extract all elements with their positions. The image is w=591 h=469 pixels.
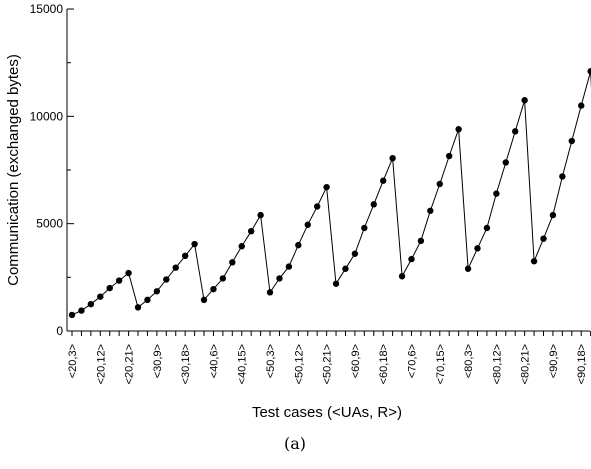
x-tick-label: <40,15> (237, 344, 249, 384)
x-tick-label: <20,21> (124, 344, 136, 384)
data-point (436, 180, 443, 188)
data-point (370, 201, 377, 208)
data-point (313, 203, 321, 210)
x-tick-label: <60,9> (350, 344, 362, 378)
data-point (163, 276, 170, 283)
data-point (559, 173, 566, 180)
data-point (379, 177, 387, 184)
data-point (446, 152, 453, 160)
data-point (323, 183, 330, 191)
data-point (78, 307, 85, 314)
y-tick-label: 10000 (30, 109, 64, 123)
data-point (493, 190, 500, 197)
x-tick-label: <50,3> (265, 344, 277, 378)
data-point (266, 289, 274, 296)
x-tick-label: <80,3> (463, 344, 475, 378)
x-axis-label: Test cases (<UAs, R>) (252, 404, 402, 421)
x-tick-label: <20,3> (67, 344, 79, 378)
data-point (512, 128, 519, 135)
data-point (210, 285, 217, 293)
data-point (181, 252, 189, 260)
y-tick-label: 0 (56, 324, 63, 338)
data-point (229, 259, 236, 266)
data-point (398, 273, 406, 280)
data-point (97, 293, 104, 300)
y-tick-label: 15000 (30, 2, 64, 16)
x-tick-label: <50,12> (293, 344, 305, 384)
data-point (530, 258, 538, 265)
x-tick-label: <80,21> (520, 344, 532, 384)
x-tick-label: <20,12> (95, 344, 107, 384)
x-tick-label: <50,21> (322, 344, 334, 384)
data-point (540, 235, 547, 242)
data-point (247, 227, 255, 235)
data-point (417, 237, 425, 245)
data-point (153, 288, 161, 295)
x-tick-label: <90,9> (548, 344, 560, 378)
x-tick-label: <60,18> (378, 344, 390, 384)
data-point (285, 263, 293, 270)
data-point (172, 264, 179, 271)
panel-label: (a) (284, 434, 306, 453)
data-point (455, 126, 462, 133)
data-point (304, 221, 311, 228)
data-point (257, 211, 264, 219)
data-point (115, 277, 123, 284)
series-line (71, 71, 591, 316)
x-tick-label: <70,6> (406, 344, 418, 378)
data-point (502, 159, 509, 166)
data-point (549, 211, 557, 219)
data-point (125, 269, 132, 277)
data-point (389, 154, 396, 162)
data-point (578, 102, 585, 109)
y-tick-label: 5000 (36, 217, 63, 231)
data-point (87, 300, 95, 308)
data-point (464, 265, 472, 272)
x-tick-label: <70,15> (435, 344, 447, 384)
data-point (408, 255, 415, 263)
x-tick-label: <80,12> (491, 344, 503, 384)
data-point (238, 243, 245, 250)
data-point (342, 265, 349, 272)
x-tick-label: <30,9> (152, 344, 164, 378)
data-point (521, 97, 528, 104)
data-point (427, 207, 434, 214)
data-point (587, 68, 591, 75)
axes: 0 5000 10000 15000 <20,3> <20,12> <20,21> <30,9… (30, 2, 591, 384)
data-point (219, 275, 227, 282)
x-tick-label: <30,18> (180, 344, 192, 384)
data-point (361, 224, 368, 232)
data-point (68, 311, 76, 319)
data-point (106, 284, 113, 292)
data-point (134, 304, 142, 311)
data-point (568, 137, 575, 145)
data-point (295, 241, 302, 249)
data-point (191, 240, 198, 248)
x-tick-label: <90,18> (576, 344, 588, 384)
series-layer (68, 68, 591, 319)
data-point (483, 224, 491, 232)
x-tick-label: <40,6> (208, 344, 220, 378)
data-point (200, 296, 208, 304)
data-point (474, 245, 481, 252)
data-point (351, 250, 359, 257)
data-point (276, 275, 283, 282)
data-point (332, 280, 340, 287)
data-point (144, 296, 151, 304)
y-axis-label: Communication (exchanged bytes) (5, 54, 22, 286)
